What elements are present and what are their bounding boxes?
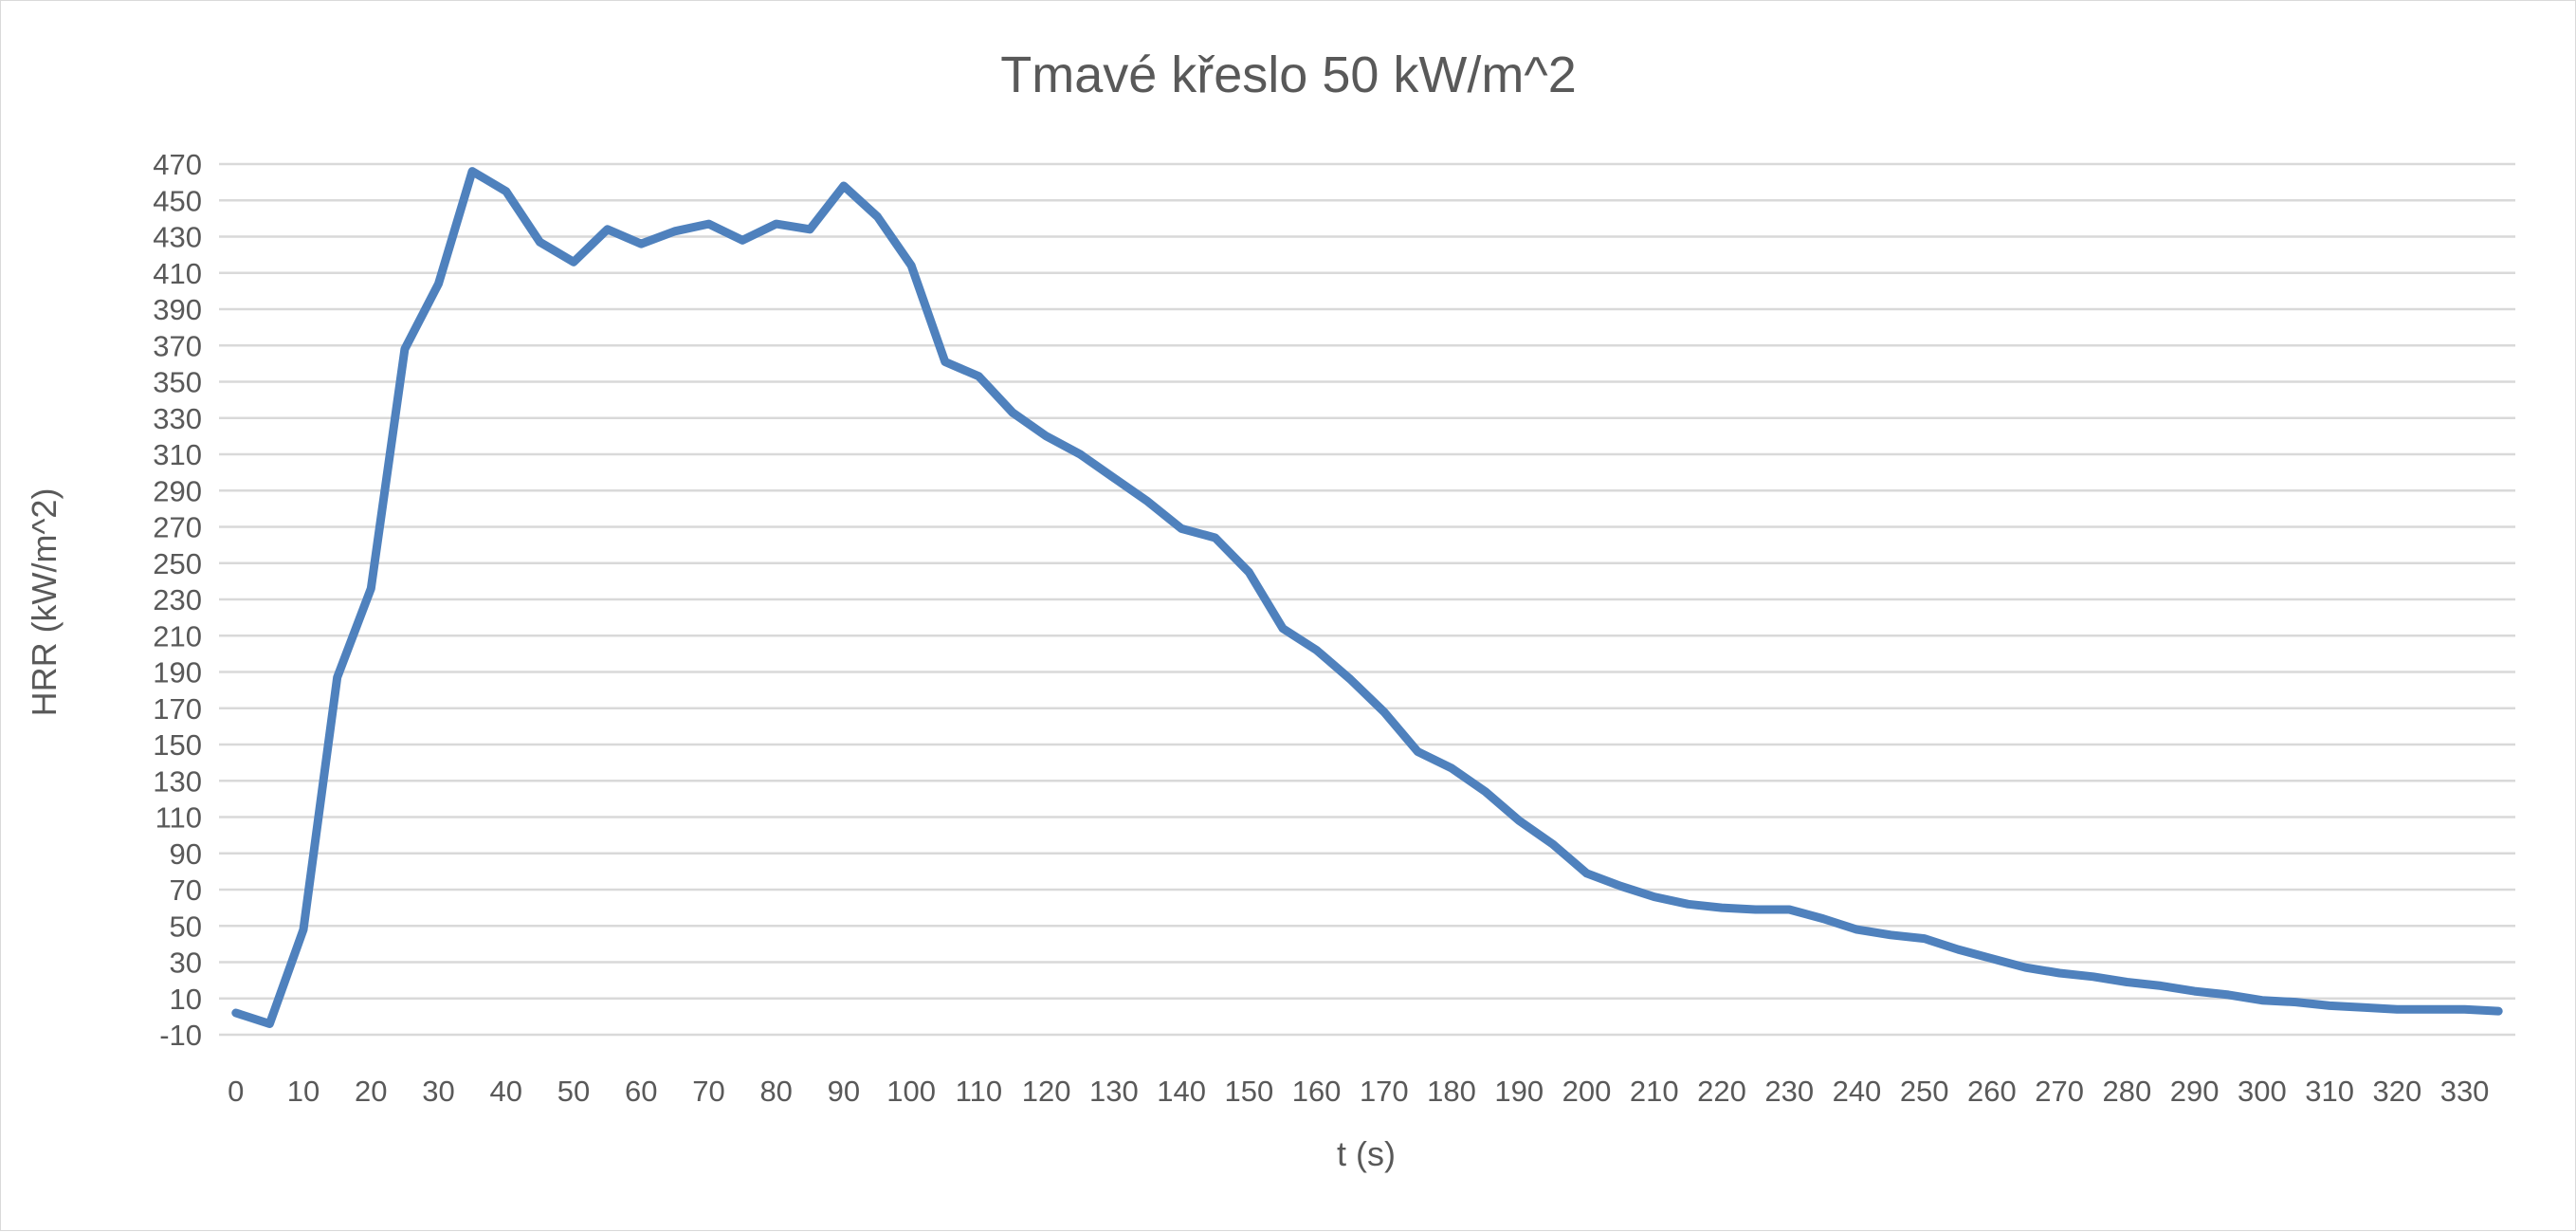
y-tick-label: -10 [159, 1019, 202, 1052]
x-tick-label: 240 [1833, 1075, 1882, 1108]
x-tick-label: 60 [625, 1075, 657, 1108]
x-tick-label: 80 [759, 1075, 792, 1108]
x-tick-label: 220 [1697, 1075, 1746, 1108]
x-tick-label: 150 [1224, 1075, 1273, 1108]
y-tick-label: 130 [153, 764, 202, 798]
x-tick-label: 300 [2238, 1075, 2287, 1108]
y-tick-label: 10 [170, 983, 202, 1016]
x-tick-labels: 0 10 20 30 40 50 60 70 80 90 100 110 120 130 140 150 160… [228, 1075, 2489, 1108]
x-tick-label: 140 [1157, 1075, 1206, 1108]
x-tick-label: 320 [2372, 1075, 2421, 1108]
x-tick-label: 270 [2035, 1075, 2084, 1108]
y-tick-label: 70 [170, 873, 202, 907]
x-tick-label: 290 [2170, 1075, 2220, 1108]
y-tick-label: 430 [153, 221, 202, 254]
y-tick-label: 190 [153, 656, 202, 690]
y-tick-label: 350 [153, 366, 202, 399]
y-tick-label: 90 [170, 837, 202, 871]
gridlines [219, 162, 2515, 1037]
x-tick-label: 110 [956, 1075, 1002, 1108]
x-tick-label: 20 [355, 1075, 387, 1108]
x-tick-label: 0 [228, 1075, 244, 1108]
x-axis-title: t (s) [1337, 1134, 1396, 1173]
y-tick-label: 370 [153, 329, 202, 362]
x-tick-label: 100 [886, 1075, 936, 1108]
x-tick-label: 170 [1360, 1075, 1409, 1108]
x-tick-label: 330 [2440, 1075, 2490, 1108]
y-tick-label: 150 [153, 728, 202, 762]
chart-title: Tmavé křeslo 50 kW/m^2 [1000, 46, 1576, 103]
y-tick-label: 210 [153, 619, 202, 653]
series-line-hrr [231, 167, 2503, 1028]
x-tick-label: 130 [1089, 1075, 1139, 1108]
x-tick-label: 10 [287, 1075, 320, 1108]
x-tick-label: 70 [692, 1075, 724, 1108]
y-tick-label: 410 [153, 257, 202, 290]
x-tick-label: 90 [828, 1075, 860, 1108]
x-tick-label: 260 [1967, 1075, 2017, 1108]
y-tick-label: 450 [153, 184, 202, 217]
y-tick-label: 270 [153, 511, 202, 544]
y-tick-label: 250 [153, 547, 202, 580]
y-tick-label: 470 [153, 148, 202, 181]
y-tick-label: 290 [153, 474, 202, 507]
x-tick-label: 310 [2305, 1075, 2354, 1108]
y-tick-label: 50 [170, 910, 202, 943]
y-tick-label: 330 [153, 402, 202, 435]
x-tick-label: 190 [1494, 1075, 1544, 1108]
y-tick-label: 390 [153, 293, 202, 326]
x-tick-label: 160 [1292, 1075, 1342, 1108]
x-tick-label: 30 [422, 1075, 454, 1108]
x-tick-label: 50 [557, 1075, 590, 1108]
x-tick-label: 250 [1900, 1075, 1949, 1108]
x-tick-label: 230 [1764, 1075, 1814, 1108]
y-tick-label: 310 [153, 438, 202, 471]
y-tick-label: 110 [155, 801, 202, 835]
x-tick-label: 200 [1562, 1075, 1612, 1108]
y-tick-label: 170 [153, 692, 202, 726]
x-tick-label: 120 [1022, 1075, 1071, 1108]
y-tick-label: 230 [153, 583, 202, 616]
y-axis-title: HRR (kW/m^2) [25, 488, 64, 717]
y-tick-label: 30 [170, 947, 202, 980]
x-tick-label: 180 [1427, 1075, 1476, 1108]
x-tick-label: 210 [1630, 1075, 1679, 1108]
x-tick-label: 280 [2103, 1075, 2152, 1108]
x-tick-label: 40 [490, 1075, 522, 1108]
